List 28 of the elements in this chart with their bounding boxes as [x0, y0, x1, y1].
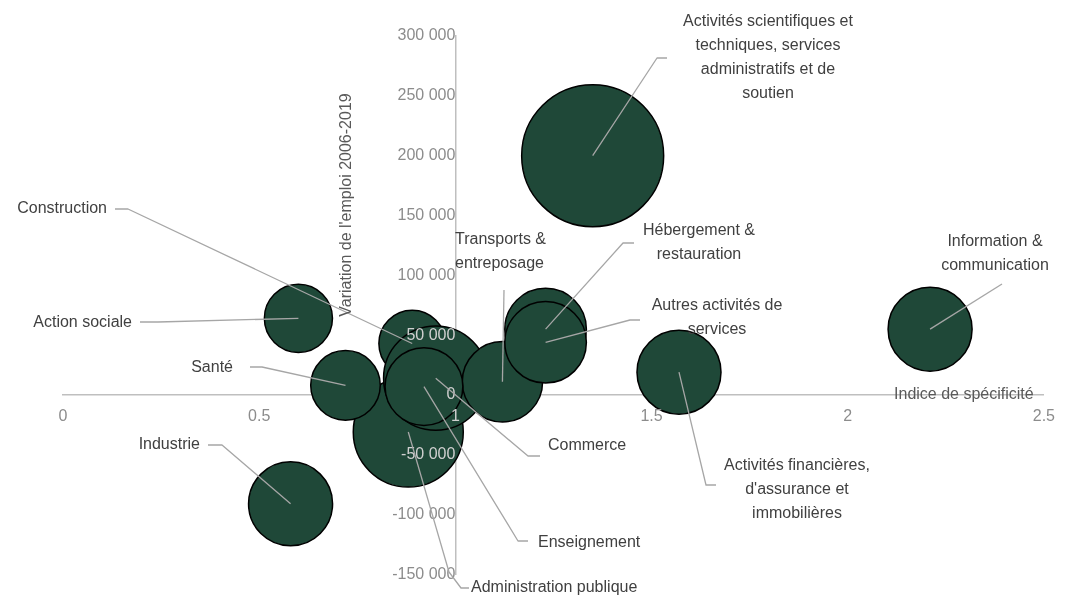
- annotation: Santé: [191, 358, 234, 376]
- y-tick-label: 150 000: [397, 205, 456, 223]
- annotation: Hébergement & restauration: [642, 221, 756, 263]
- y-axis-title: Variation de l'emploi 2006-2019: [337, 93, 355, 317]
- annotation: Transports & entreposage: [455, 230, 547, 272]
- annotation: Activités financières, d'assurance et immobilières: [724, 456, 870, 522]
- annotation: Commerce: [548, 436, 627, 454]
- y-tick-label: -100 000: [392, 504, 456, 522]
- annotation: Administration publique: [471, 578, 638, 596]
- y-tick-label: 250 000: [397, 86, 456, 104]
- annotation: Information & communication: [941, 232, 1049, 274]
- x-tick-label: 1.5: [640, 406, 663, 424]
- y-tick-label: 300 000: [397, 26, 456, 44]
- annotation: Activités scientifiques et techniques, services administratifs et de soutien: [683, 12, 854, 102]
- x-tick-label: 2.5: [1032, 406, 1056, 424]
- y-tick-label: 100 000: [397, 265, 456, 283]
- x-tick-label: 0.5: [248, 406, 271, 424]
- annotation: Action sociale: [33, 313, 133, 331]
- x-tick-label: 2: [843, 406, 853, 424]
- annotation: Enseignement: [538, 533, 641, 551]
- x-axis-title: Indice de spécificité: [894, 385, 1034, 403]
- annotation: Construction: [17, 199, 107, 217]
- x-tick-label: 1: [450, 406, 460, 424]
- y-tick-label: 200 000: [397, 146, 456, 164]
- annotation: Autres activités de services: [651, 296, 783, 338]
- annotation: Industrie: [138, 435, 201, 453]
- x-tick-label: 0: [58, 406, 68, 424]
- y-tick-label: 50 000: [406, 325, 456, 343]
